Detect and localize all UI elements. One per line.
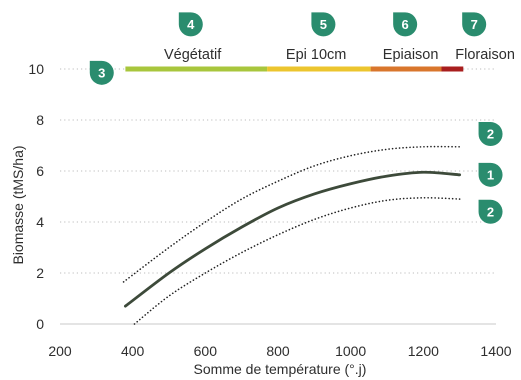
badge-shape: [462, 12, 487, 37]
series-line-mean: [124, 170, 462, 308]
y-tick-label: 6: [36, 163, 44, 179]
stage-label: Epiaison: [383, 47, 439, 63]
x-axis-label: Somme de température (°.j): [194, 361, 367, 377]
badge-6: 6: [393, 12, 418, 37]
badge-number: 4: [187, 17, 195, 32]
x-tick-label: 400: [121, 343, 145, 359]
badge-number: 3: [98, 65, 105, 80]
series-layer: [122, 145, 462, 325]
badge-7: 7: [462, 12, 487, 37]
series-line-upper: [122, 145, 461, 283]
badge-3: 3: [89, 60, 114, 85]
badge-shape: [393, 12, 418, 37]
badge-shape: [178, 12, 203, 37]
badge-1: 1: [478, 162, 503, 187]
y-tick-label: 10: [28, 61, 44, 77]
stage-segment-1: [125, 66, 268, 72]
stage-segment-2: [267, 66, 371, 72]
y-tick-label: 0: [36, 316, 44, 332]
badge-2: 2: [478, 122, 503, 147]
x-tick-label: 1200: [408, 343, 439, 359]
x-tick-label: 600: [194, 343, 218, 359]
stage-bar: [125, 66, 464, 72]
grid-layer: [60, 68, 496, 274]
y-tick-labels: 0 2 4 6 8 10: [28, 61, 44, 332]
series-line-lower: [133, 196, 461, 325]
x-tick-label: 200: [48, 343, 72, 359]
y-tick-label: 8: [36, 112, 44, 128]
x-tick-label: 800: [266, 343, 290, 359]
badge-number: 7: [471, 17, 478, 32]
badge-shape: [311, 12, 336, 37]
stage-segment-3: [370, 66, 442, 72]
badge-shape: [89, 60, 114, 85]
badge-shape: [478, 122, 503, 147]
x-tick-label: 1000: [335, 343, 366, 359]
x-tick-labels: 200 400 600 800 1000 1200 1400: [48, 343, 511, 359]
stage-label: Epi 10cm: [286, 47, 346, 63]
stage-label: Végétatif: [164, 47, 222, 63]
badge-number: 6: [402, 17, 409, 32]
y-axis-label: Biomasse (tMS/ha): [10, 145, 26, 264]
badges: 1 2 2 3 4 5 6 7: [89, 12, 503, 224]
y-tick-label: 4: [36, 214, 44, 230]
badge-2: 2: [478, 199, 503, 224]
badge-5: 5: [311, 12, 336, 37]
y-tick-label: 2: [36, 265, 44, 281]
badge-number: 2: [487, 127, 494, 142]
badge-4: 4: [178, 12, 203, 37]
badge-shape: [478, 199, 503, 224]
x-tick-label: 1400: [480, 343, 511, 359]
badge-shape: [478, 162, 503, 187]
stage-label: Floraison: [455, 47, 515, 63]
stage-labels: Végétatif Epi 10cm Epiaison Floraison: [164, 47, 515, 63]
stage-segment-4: [441, 66, 464, 72]
badge-number: 2: [487, 204, 494, 219]
badge-number: 1: [487, 167, 494, 182]
badge-number: 5: [320, 17, 327, 32]
